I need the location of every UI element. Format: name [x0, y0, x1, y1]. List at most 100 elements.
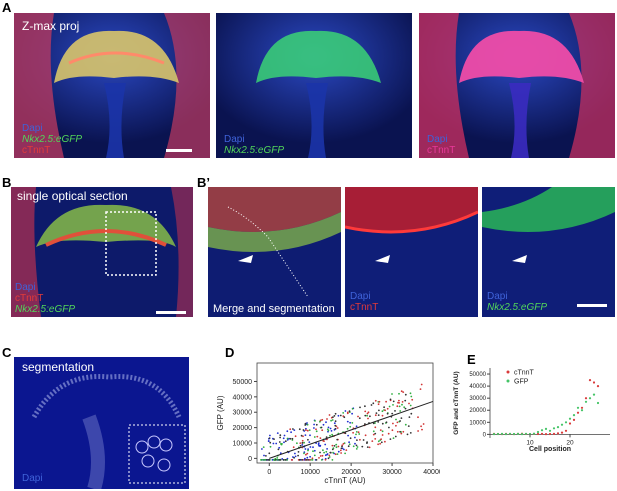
x-axis-label: Cell position — [529, 446, 571, 453]
data-point — [576, 411, 580, 414]
data-point — [298, 458, 301, 461]
data-point — [269, 434, 271, 437]
data-point — [284, 459, 287, 461]
data-point — [528, 432, 532, 436]
data-point — [532, 432, 536, 435]
data-point — [372, 402, 375, 405]
data-point — [260, 459, 262, 461]
data-point — [328, 456, 331, 458]
data-point — [516, 432, 520, 435]
data-point — [355, 425, 358, 428]
data-point — [312, 446, 314, 449]
data-point — [492, 433, 496, 436]
data-point — [343, 416, 346, 419]
data-point — [417, 430, 419, 432]
data-point — [289, 437, 292, 440]
data-point — [399, 430, 401, 433]
data-point — [262, 446, 265, 448]
data-point — [297, 451, 300, 453]
scale-bar — [156, 311, 186, 314]
data-point — [301, 442, 304, 444]
data-point — [420, 383, 423, 386]
y-tick-label: 50000 — [233, 379, 253, 386]
data-point — [326, 428, 329, 431]
bprime-title: Merge and segmentation — [213, 303, 335, 315]
data-point — [564, 429, 568, 432]
data-point — [336, 427, 339, 429]
data-point — [319, 455, 322, 457]
data-point — [352, 445, 355, 448]
data-point — [265, 455, 267, 457]
data-point — [356, 439, 358, 441]
data-point — [276, 457, 279, 459]
bprime-gfp-label-dapi: Dapi — [487, 291, 508, 302]
data-point — [319, 451, 321, 454]
data-point — [334, 453, 337, 456]
legend-marker — [506, 370, 510, 374]
x-tick-label: 0 — [267, 469, 271, 476]
data-point — [402, 430, 405, 433]
data-point — [313, 423, 315, 426]
data-point — [408, 416, 411, 418]
data-point — [315, 428, 317, 431]
data-point — [572, 418, 576, 421]
data-point — [391, 393, 393, 395]
data-point — [372, 430, 375, 433]
data-point — [319, 437, 322, 439]
data-point — [297, 454, 299, 457]
data-point — [284, 440, 287, 443]
data-point — [352, 431, 354, 434]
data-point — [293, 429, 296, 431]
data-point — [298, 428, 301, 431]
data-point — [330, 419, 332, 422]
data-point — [282, 459, 285, 461]
data-point — [332, 451, 334, 454]
data-point — [306, 423, 309, 426]
data-point — [322, 440, 325, 442]
x-tick-label: 10000 — [300, 469, 320, 476]
data-point — [377, 440, 380, 443]
data-point — [351, 422, 354, 424]
data-point — [309, 446, 312, 448]
chart-d: 0 10000 20000 30000 40000 0 10000 20000 30000 400… — [216, 362, 440, 485]
data-point — [336, 438, 339, 441]
data-point — [339, 449, 342, 452]
data-point — [584, 397, 588, 400]
data-point — [331, 419, 334, 421]
data-point — [344, 452, 346, 455]
data-point — [370, 404, 373, 406]
data-point — [584, 400, 588, 403]
a-gfp-label-dapi: Dapi — [224, 134, 245, 145]
data-point — [268, 452, 271, 455]
data-point — [340, 447, 343, 450]
data-point — [381, 422, 384, 425]
data-point — [544, 433, 548, 436]
data-point — [395, 424, 397, 427]
data-point — [355, 433, 357, 436]
data-point — [362, 439, 365, 441]
image-c-drawing — [14, 357, 189, 489]
data-point — [324, 454, 327, 457]
data-point — [508, 432, 512, 435]
a-merge-label-dapi: Dapi — [22, 123, 43, 134]
data-point — [316, 435, 319, 438]
data-point — [576, 406, 580, 409]
data-point — [372, 422, 375, 425]
data-point — [346, 427, 349, 430]
image-b-drawing — [11, 187, 193, 317]
data-point — [309, 455, 311, 458]
data-point — [307, 448, 309, 451]
data-point — [313, 454, 316, 457]
x-axis-label: cTnnT (AU) — [324, 476, 366, 485]
data-point — [396, 421, 399, 424]
data-point — [400, 432, 403, 435]
data-point — [319, 445, 321, 447]
data-point — [264, 458, 267, 461]
data-point — [404, 423, 407, 426]
image-bprime-ctnnt-drawing — [345, 187, 478, 317]
data-point — [377, 421, 380, 423]
data-point — [333, 415, 336, 417]
bprime-gfp-label-gfp: Nkx2.5:eGFP — [487, 302, 548, 313]
data-point — [314, 420, 316, 422]
data-point — [377, 414, 380, 416]
